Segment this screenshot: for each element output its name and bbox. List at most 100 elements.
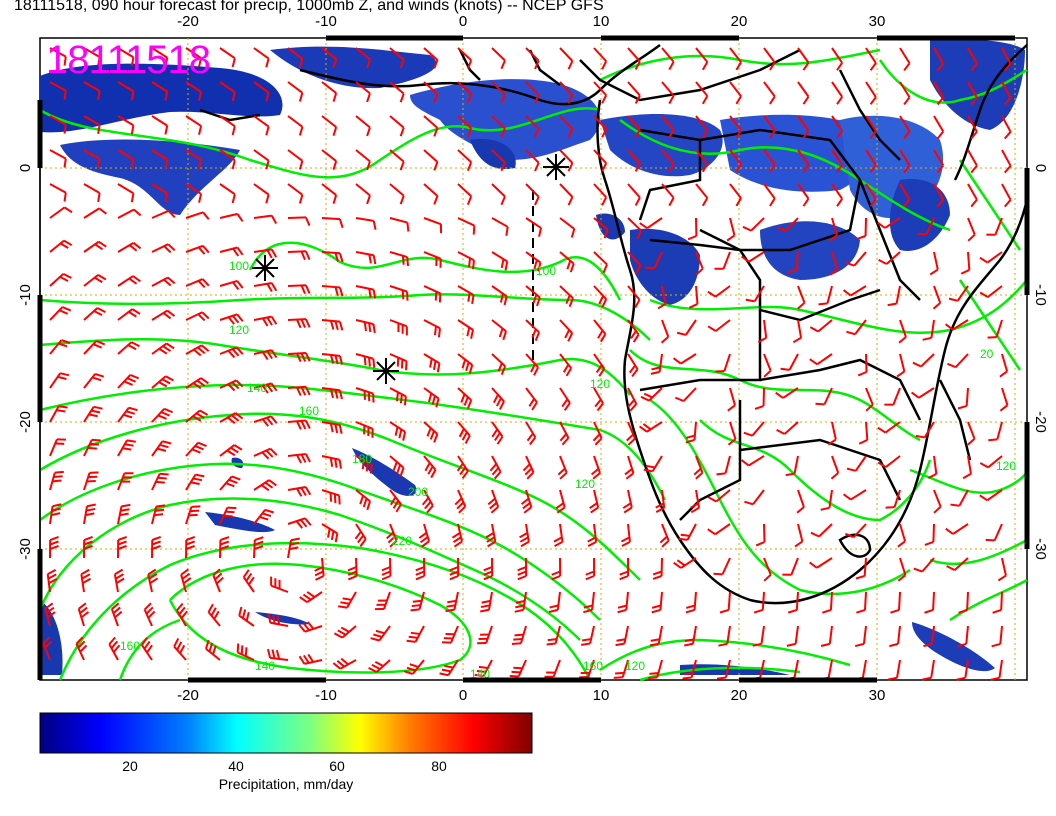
wind-barb-shaft bbox=[49, 206, 66, 219]
wind-barb-feather bbox=[548, 608, 559, 613]
colorbar-tick-label: 20 bbox=[122, 758, 138, 774]
wind-barb-feather bbox=[627, 399, 636, 408]
wind-barb-shaft bbox=[965, 625, 969, 645]
wind-barb-shaft bbox=[826, 285, 833, 304]
wind-barb-shaft bbox=[49, 273, 64, 287]
wind-barb-shaft bbox=[1001, 183, 1012, 201]
wind-barb-feather bbox=[499, 293, 505, 303]
wind-barb-feather bbox=[166, 309, 176, 317]
wind-barb-shaft bbox=[253, 415, 272, 423]
wind-barb-shaft bbox=[287, 115, 303, 128]
wind-barb-shaft bbox=[695, 149, 709, 165]
wind-barb-feather bbox=[780, 367, 790, 371]
wind-barb-shaft bbox=[151, 209, 169, 219]
wind-barb-shaft bbox=[49, 372, 62, 389]
wind-barb-shaft bbox=[457, 47, 472, 61]
wind-barb-feather bbox=[433, 326, 437, 336]
wind-barb-feather bbox=[979, 494, 988, 502]
wind-barb-feather bbox=[815, 402, 825, 406]
wind-barb-feather bbox=[130, 159, 135, 169]
wind-barb-feather bbox=[551, 575, 561, 581]
wind-barb-feather bbox=[115, 577, 125, 584]
wind-barb-feather bbox=[903, 164, 911, 174]
wind-barb-feather bbox=[197, 346, 206, 355]
wind-barb-shaft bbox=[954, 557, 969, 571]
wind-barb-feather bbox=[657, 302, 667, 310]
wind-barb-shaft bbox=[763, 353, 772, 372]
wind-barb-feather bbox=[83, 544, 93, 550]
wind-barb-feather bbox=[494, 432, 501, 442]
wind-barb-shaft bbox=[491, 149, 506, 164]
wind-barb-shaft bbox=[219, 412, 237, 423]
wind-barb-feather bbox=[227, 506, 237, 510]
wind-barb-shaft bbox=[355, 353, 374, 360]
wind-barb-feather bbox=[93, 310, 103, 316]
wind-barb-shaft bbox=[491, 285, 508, 298]
wind-barb-shaft bbox=[46, 574, 51, 593]
wind-barb-feather bbox=[342, 597, 352, 601]
wind-barb-shaft bbox=[287, 250, 307, 253]
wind-barb-feather bbox=[601, 298, 608, 308]
wind-barb-feather bbox=[431, 395, 436, 405]
wind-barb-feather bbox=[261, 317, 269, 327]
wind-barb-feather bbox=[517, 566, 527, 572]
contour-label: 120 bbox=[996, 459, 1016, 473]
wind-barb-shaft bbox=[994, 217, 1003, 236]
wind-barb-feather bbox=[520, 540, 530, 548]
wind-barb-shaft bbox=[117, 308, 133, 321]
contour-label: 160 bbox=[299, 404, 319, 418]
wind-barb-shaft bbox=[321, 47, 337, 60]
wind-barb-feather bbox=[338, 459, 342, 469]
wind-barb-shaft bbox=[447, 659, 459, 676]
wind-barb-feather bbox=[727, 438, 737, 446]
wind-barb-feather bbox=[213, 610, 220, 620]
wind-barb-feather bbox=[48, 577, 58, 584]
wind-barb-shaft bbox=[653, 251, 663, 269]
wind-barb-feather bbox=[409, 663, 419, 668]
wind-barb-shaft bbox=[831, 421, 837, 440]
wind-barb-shaft bbox=[559, 81, 574, 96]
wind-barb-feather bbox=[185, 540, 196, 546]
wind-barb-feather bbox=[562, 364, 570, 373]
wind-barb-feather bbox=[486, 536, 496, 543]
wind-barb-feather bbox=[151, 535, 162, 541]
wind-barb-feather bbox=[491, 428, 499, 438]
wind-barb-shaft bbox=[253, 282, 272, 287]
wind-barb-shaft bbox=[831, 183, 843, 200]
wind-barb-feather bbox=[797, 302, 806, 310]
wind-barb-feather bbox=[471, 294, 475, 305]
wind-barb-feather bbox=[381, 570, 391, 576]
wind-barb-feather bbox=[735, 163, 742, 173]
wind-barb-feather bbox=[267, 613, 272, 623]
wind-barb-shaft bbox=[151, 309, 168, 321]
wind-barb-shaft bbox=[831, 115, 843, 132]
wind-barb-feather bbox=[474, 673, 484, 677]
wind-barb-feather bbox=[164, 57, 169, 67]
lat-tick-label: -30 bbox=[1032, 538, 1049, 560]
wind-barb-shaft bbox=[321, 455, 340, 461]
wind-barb-feather bbox=[617, 608, 627, 614]
wind-barb-feather bbox=[444, 664, 454, 669]
wind-barb-feather bbox=[947, 362, 957, 369]
wind-barb-feather bbox=[164, 159, 169, 169]
wind-barb-shaft bbox=[287, 216, 307, 219]
wind-barb-feather bbox=[270, 349, 278, 359]
wind-barb-feather bbox=[63, 206, 73, 214]
wind-barb-feather bbox=[387, 535, 396, 544]
wind-barb-feather bbox=[430, 469, 437, 479]
wind-barb-feather bbox=[399, 161, 405, 171]
wind-barb-feather bbox=[419, 536, 429, 544]
wind-barb-feather bbox=[245, 611, 250, 622]
wind-barb-feather bbox=[363, 321, 367, 332]
wind-barb-shaft bbox=[151, 81, 168, 93]
wind-barb-feather bbox=[185, 545, 195, 550]
wind-barb-feather bbox=[970, 62, 978, 72]
wind-barb-shaft bbox=[151, 183, 168, 195]
wind-barb-shaft bbox=[865, 183, 877, 200]
wind-barb-feather bbox=[368, 288, 372, 298]
wind-barb-feather bbox=[466, 161, 473, 171]
wind-barb-feather bbox=[936, 164, 945, 174]
wind-barb-shaft bbox=[491, 421, 504, 438]
wind-barb-feather bbox=[655, 506, 665, 513]
wind-barb-feather bbox=[856, 235, 866, 240]
